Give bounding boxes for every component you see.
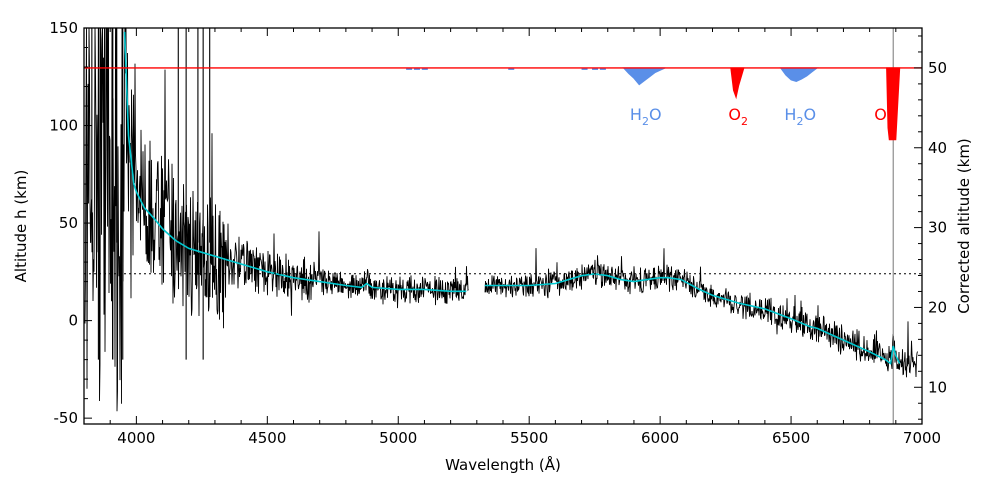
h2o-trace (599, 67, 606, 70)
h2o-label-a: H2O (630, 105, 662, 128)
x-tick-label: 4500 (248, 429, 286, 447)
x-tick-label: 5500 (510, 429, 548, 447)
x-tick-label: 7000 (903, 429, 941, 447)
y2-tick-label: 10 (928, 378, 947, 396)
h2o-trace (592, 67, 599, 70)
series-lines (123, 31, 901, 365)
h2o-trace (508, 67, 515, 70)
x-tick-label: 6000 (641, 429, 679, 447)
y2-tick-label: 50 (928, 59, 947, 77)
y-tick-label: 50 (59, 214, 78, 232)
o2-label-b: O2 (874, 105, 894, 128)
y-tick-label: 150 (49, 19, 78, 37)
y-axis-title: Altitude h (km) (12, 170, 30, 283)
h2o-trace (413, 67, 420, 70)
y2-tick-label: 40 (928, 139, 947, 157)
y2-axis-title: Corrected altitude (km) (955, 138, 973, 314)
x-axis-title: Wavelength (Å) (445, 455, 561, 474)
y2-tick-label: 30 (928, 219, 947, 237)
absorption-band (886, 67, 901, 141)
x-tick-label: 4000 (117, 429, 155, 447)
absorption-band (779, 67, 819, 83)
y2-tick-label: 20 (928, 298, 947, 316)
absorption-band (730, 67, 745, 100)
o2-label-a: O2 (728, 105, 748, 128)
smoothed-altitude-line (123, 31, 901, 365)
h2o-trace (421, 67, 428, 70)
horizontal-reference-lines (84, 67, 922, 275)
y-tick-label: 100 (49, 117, 78, 135)
absorption-bands (406, 67, 901, 141)
band-annotations: H2O O2 H2O O2 (630, 105, 894, 128)
raw-spectrum-path (84, 28, 918, 412)
x-tick-label: 5000 (379, 429, 417, 447)
h2o-trace (581, 67, 588, 70)
x-tick-label: 6500 (772, 429, 810, 447)
h2o-label-b: H2O (784, 105, 816, 128)
y-tick-label: 0 (68, 312, 78, 330)
raw-spectrum-noise (84, 28, 918, 424)
absorption-band (622, 67, 666, 86)
axis-ticks: 4000 4500 5000 5500 6000 6500 7000 -50 0 50 100 150… (49, 19, 947, 447)
y-tick-label: -50 (54, 409, 79, 427)
h2o-trace (406, 67, 413, 70)
